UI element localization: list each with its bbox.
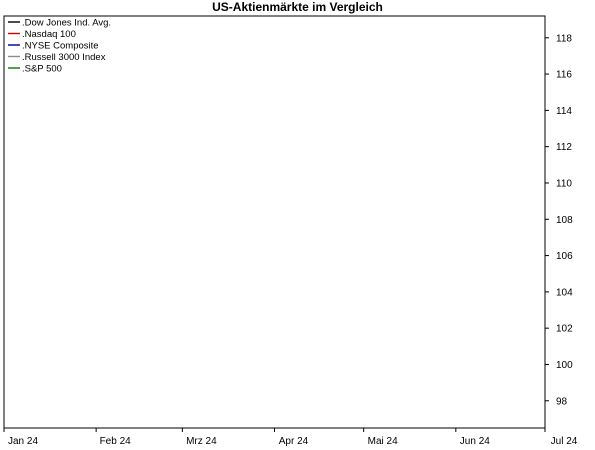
x-tick-label: Mai 24	[368, 436, 398, 447]
legend-label: .Dow Jones Ind. Avg.	[22, 18, 111, 29]
y-tick-label: 110	[556, 178, 572, 189]
x-tick-label: Jan 24	[8, 436, 38, 447]
y-tick-label: 116	[556, 70, 572, 81]
y-tick-label: 98	[556, 396, 568, 407]
x-tick-label: Feb 24	[100, 436, 132, 447]
legend-label: .NYSE Composite	[22, 41, 99, 52]
plot-frame	[3, 15, 546, 429]
x-tick-label: Jul 24	[551, 436, 578, 447]
legend-label: .Nasdaq 100	[22, 29, 76, 40]
x-tick-label: Apr 24	[279, 436, 309, 447]
legend-label: .Russell 3000 Index	[22, 52, 106, 63]
y-tick-label: 104	[556, 287, 573, 298]
x-tick-label: Mrz 24	[186, 436, 217, 447]
y-tick-label: 112	[556, 142, 572, 153]
y-tick-label: 102	[556, 324, 573, 335]
y-tick-label: 108	[556, 215, 573, 226]
y-tick-label: 114	[556, 106, 572, 117]
legend-label: .S&P 500	[22, 64, 62, 75]
axes: 98 100 102 104 106 108 110 112 114 116 118 Jan 24 Fe…	[3, 15, 578, 447]
y-tick-label: 106	[556, 251, 573, 262]
y-tick-label: 100	[556, 360, 573, 371]
legend: .Dow Jones Ind. Avg..Nasdaq 100.NYSE Com…	[8, 18, 111, 75]
chart-title: US-Aktienmärkte im Vergleich	[212, 0, 383, 14]
x-tick-label: Jun 24	[460, 436, 490, 447]
y-tick-label: 118	[556, 33, 572, 44]
